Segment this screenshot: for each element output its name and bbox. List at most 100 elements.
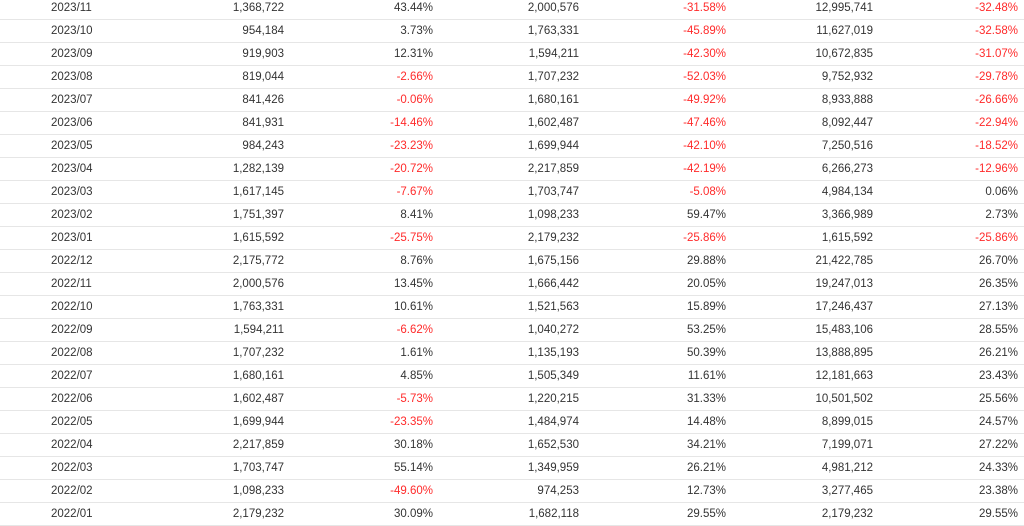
change-c-cell: 23.43% [879, 364, 1024, 388]
change-b-cell: 20.05% [585, 272, 732, 296]
value-a-cell: 1,282,139 [100, 157, 290, 181]
change-b-cell: 59.47% [585, 203, 732, 227]
value-c-cell: 11,627,019 [732, 19, 879, 43]
month-cell: 2023/01 [0, 226, 100, 250]
table-row: 2023/03 1,617,145 -7.67% 1,703,747 -5.08% 4,9… [0, 180, 1024, 204]
value-a-cell: 2,000,576 [100, 272, 290, 296]
table-row: 2023/05 984,243 -23.23% 1,699,944 -42.10% 7,2… [0, 134, 1024, 158]
change-a-cell: -14.46% [290, 111, 439, 135]
change-c-cell: 27.13% [879, 295, 1024, 319]
table-row: 2022/02 1,098,233 -49.60% 974,253 12.73% 3,27… [0, 479, 1024, 503]
month-cell: 2023/10 [0, 19, 100, 43]
value-b-cell: 1,098,233 [439, 203, 585, 227]
value-c-cell: 7,250,516 [732, 134, 879, 158]
value-c-cell: 3,366,989 [732, 203, 879, 227]
value-c-cell: 8,092,447 [732, 111, 879, 135]
table-row: 2022/03 1,703,747 55.14% 1,349,959 26.21% 4,9… [0, 456, 1024, 480]
value-c-cell: 10,672,835 [732, 42, 879, 66]
change-a-cell: 12.31% [290, 42, 439, 66]
table-row: 2023/09 919,903 12.31% 1,594,211 -42.30% 10,6… [0, 42, 1024, 66]
change-b-cell: -42.10% [585, 134, 732, 158]
table-row: 2022/09 1,594,211 -6.62% 1,040,272 53.25% 15,… [0, 318, 1024, 342]
change-c-cell: -29.78% [879, 65, 1024, 89]
month-cell: 2023/02 [0, 203, 100, 227]
table-row: 2023/04 1,282,139 -20.72% 2,217,859 -42.19% 6… [0, 157, 1024, 181]
change-a-cell: 13.45% [290, 272, 439, 296]
value-a-cell: 1,680,161 [100, 364, 290, 388]
month-cell: 2022/12 [0, 249, 100, 273]
change-b-cell: 12.73% [585, 479, 732, 503]
value-b-cell: 1,675,156 [439, 249, 585, 273]
value-b-cell: 1,707,232 [439, 65, 585, 89]
table-row: 2023/02 1,751,397 8.41% 1,098,233 59.47% 3,36… [0, 203, 1024, 227]
change-b-cell: -47.46% [585, 111, 732, 135]
change-b-cell: 26.21% [585, 456, 732, 480]
value-c-cell: 21,422,785 [732, 249, 879, 273]
value-c-cell: 7,199,071 [732, 433, 879, 457]
change-a-cell: 10.61% [290, 295, 439, 319]
value-b-cell: 1,652,530 [439, 433, 585, 457]
table-row: 2022/11 2,000,576 13.45% 1,666,442 20.05% 19,… [0, 272, 1024, 296]
value-c-cell: 9,752,932 [732, 65, 879, 89]
value-c-cell: 1,615,592 [732, 226, 879, 250]
change-c-cell: 26.35% [879, 272, 1024, 296]
change-c-cell: 24.57% [879, 410, 1024, 434]
table-row: 2022/01 2,179,232 30.09% 1,682,118 29.55% 2,1… [0, 502, 1024, 526]
change-a-cell: 3.73% [290, 19, 439, 43]
value-a-cell: 1,368,722 [100, 0, 290, 20]
value-a-cell: 1,751,397 [100, 203, 290, 227]
value-b-cell: 1,040,272 [439, 318, 585, 342]
value-b-cell: 1,349,959 [439, 456, 585, 480]
change-a-cell: 55.14% [290, 456, 439, 480]
table-row: 2022/07 1,680,161 4.85% 1,505,349 11.61% 12,1… [0, 364, 1024, 388]
value-a-cell: 1,763,331 [100, 295, 290, 319]
value-c-cell: 17,246,437 [732, 295, 879, 319]
change-a-cell: 4.85% [290, 364, 439, 388]
change-b-cell: 50.39% [585, 341, 732, 365]
value-b-cell: 1,666,442 [439, 272, 585, 296]
change-b-cell: 14.48% [585, 410, 732, 434]
change-a-cell: 1.61% [290, 341, 439, 365]
table-row: 2023/11 1,368,722 43.44% 2,000,576 -31.58% 12… [0, 0, 1024, 20]
month-cell: 2023/05 [0, 134, 100, 158]
value-b-cell: 1,484,974 [439, 410, 585, 434]
value-a-cell: 1,703,747 [100, 456, 290, 480]
change-c-cell: -12.96% [879, 157, 1024, 181]
month-cell: 2023/08 [0, 65, 100, 89]
table-row: 2022/12 2,175,772 8.76% 1,675,156 29.88% 21,4… [0, 249, 1024, 273]
table-row: 2022/10 1,763,331 10.61% 1,521,563 15.89% 17,… [0, 295, 1024, 319]
change-c-cell: 28.55% [879, 318, 1024, 342]
value-a-cell: 1,615,592 [100, 226, 290, 250]
change-b-cell: -42.30% [585, 42, 732, 66]
change-a-cell: -23.35% [290, 410, 439, 434]
change-c-cell: 23.38% [879, 479, 1024, 503]
change-c-cell: -18.52% [879, 134, 1024, 158]
value-c-cell: 12,995,741 [732, 0, 879, 20]
change-b-cell: -31.58% [585, 0, 732, 20]
change-c-cell: -25.86% [879, 226, 1024, 250]
value-a-cell: 841,426 [100, 88, 290, 112]
change-a-cell: 8.76% [290, 249, 439, 273]
value-c-cell: 8,933,888 [732, 88, 879, 112]
value-a-cell: 1,707,232 [100, 341, 290, 365]
value-b-cell: 1,680,161 [439, 88, 585, 112]
value-a-cell: 2,217,859 [100, 433, 290, 457]
change-b-cell: -52.03% [585, 65, 732, 89]
table-row: 2023/07 841,426 -0.06% 1,680,161 -49.92% 8,93… [0, 88, 1024, 112]
value-a-cell: 1,699,944 [100, 410, 290, 434]
month-cell: 2023/03 [0, 180, 100, 204]
value-c-cell: 8,899,015 [732, 410, 879, 434]
value-a-cell: 1,617,145 [100, 180, 290, 204]
value-a-cell: 2,179,232 [100, 502, 290, 526]
change-a-cell: -49.60% [290, 479, 439, 503]
month-cell: 2022/04 [0, 433, 100, 457]
value-b-cell: 1,602,487 [439, 111, 585, 135]
change-b-cell: 34.21% [585, 433, 732, 457]
month-cell: 2022/01 [0, 502, 100, 526]
change-c-cell: 24.33% [879, 456, 1024, 480]
value-b-cell: 1,505,349 [439, 364, 585, 388]
value-a-cell: 1,594,211 [100, 318, 290, 342]
value-b-cell: 1,135,193 [439, 341, 585, 365]
table-row: 2022/08 1,707,232 1.61% 1,135,193 50.39% 13,8… [0, 341, 1024, 365]
